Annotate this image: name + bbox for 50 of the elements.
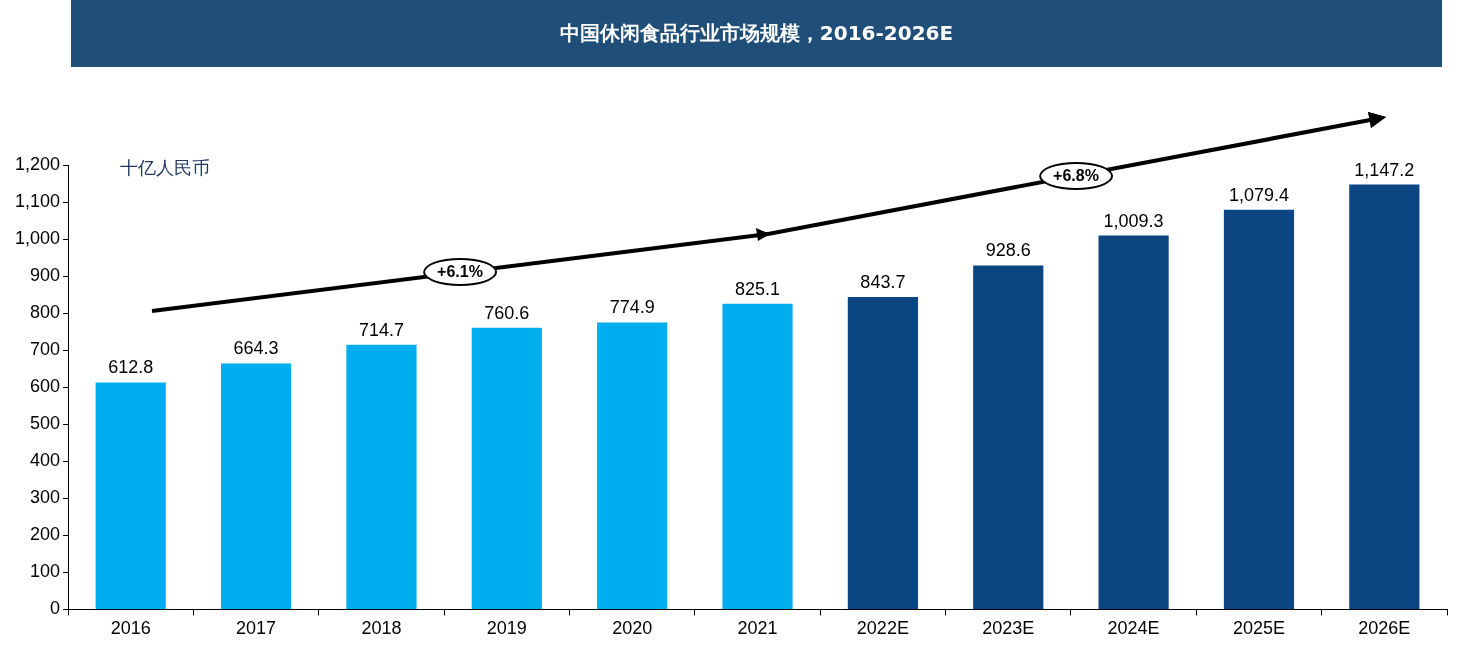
x-tick-label: 2021 xyxy=(737,618,778,639)
bar xyxy=(973,265,1044,609)
y-tick-label: 500 xyxy=(30,413,61,434)
bar xyxy=(1098,235,1169,609)
bar xyxy=(1349,184,1420,609)
x-tick-label: 2023E xyxy=(982,618,1035,639)
y-tick-label: 1,000 xyxy=(15,228,61,249)
y-tick-label: 0 xyxy=(50,598,61,619)
data-label: 1,079.4 xyxy=(1228,184,1289,205)
x-tick-label: 2026E xyxy=(1358,618,1411,639)
y-tick-label: 600 xyxy=(30,376,61,397)
bar xyxy=(220,363,292,609)
y-axis-title: 十亿人民币 xyxy=(120,156,210,180)
data-label: 825.1 xyxy=(735,278,781,299)
data-label: 843.7 xyxy=(860,271,906,292)
data-label: 1,009.3 xyxy=(1103,210,1164,231)
bar xyxy=(346,344,417,609)
x-tick-label: 2019 xyxy=(486,618,527,639)
x-tick-label: 2022E xyxy=(856,618,909,639)
y-tick-label: 1,100 xyxy=(15,191,61,211)
y-tick-label: 900 xyxy=(30,265,61,286)
x-tick-label: 2016 xyxy=(110,618,151,639)
y-tick-label: 1,200 xyxy=(15,153,61,174)
x-tick-label: 2017 xyxy=(236,618,277,639)
bar xyxy=(722,303,793,609)
y-tick-label: 200 xyxy=(30,524,61,545)
y-tick-label: 300 xyxy=(30,487,61,508)
chart-title: 中国休闲食品行业市场规模，2016-2026E xyxy=(71,0,1442,67)
x-tick-label: 2025E xyxy=(1232,618,1285,639)
y-tick-label: 700 xyxy=(30,339,61,360)
x-tick-label: 2020 xyxy=(612,618,653,639)
y-tick-label: 400 xyxy=(30,450,61,471)
annotation: +6.8% xyxy=(1039,162,1113,190)
bar xyxy=(847,296,918,609)
bar xyxy=(95,382,166,609)
data-label: 714.7 xyxy=(358,319,404,340)
data-label: 664.3 xyxy=(233,338,279,359)
data-label: 928.6 xyxy=(985,240,1031,261)
x-tick-label: 2024E xyxy=(1107,618,1160,639)
data-label: 1,147.2 xyxy=(1354,159,1415,180)
y-tick-label: 800 xyxy=(30,302,61,323)
bar xyxy=(1223,209,1295,609)
bar xyxy=(471,327,542,609)
data-label: 760.6 xyxy=(484,302,530,323)
y-tick-label: 100 xyxy=(30,561,61,582)
annotation: +6.1% xyxy=(423,258,497,286)
x-tick-label: 2018 xyxy=(361,618,402,639)
data-label: 774.9 xyxy=(609,297,655,318)
data-label: 612.8 xyxy=(108,357,154,378)
bar xyxy=(597,322,668,609)
